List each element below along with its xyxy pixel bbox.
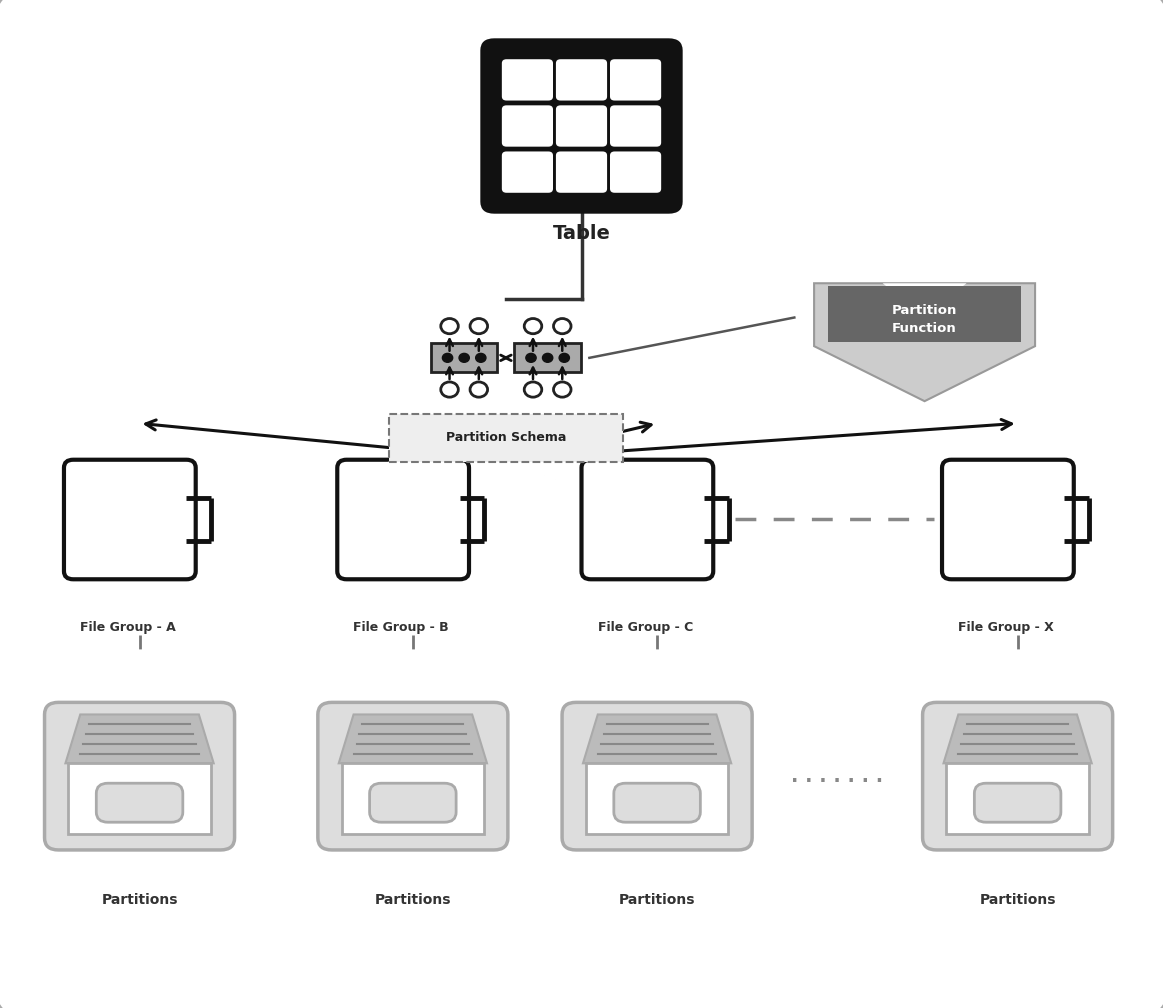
Circle shape: [554, 382, 571, 397]
FancyBboxPatch shape: [586, 763, 728, 835]
Text: File Group - B: File Group - B: [354, 622, 449, 634]
Text: Partitions: Partitions: [374, 893, 451, 907]
Text: Partition
Function: Partition Function: [892, 304, 957, 336]
Circle shape: [542, 354, 552, 362]
Polygon shape: [814, 283, 1035, 401]
FancyBboxPatch shape: [614, 783, 700, 823]
FancyBboxPatch shape: [337, 460, 469, 580]
FancyBboxPatch shape: [64, 460, 195, 580]
FancyBboxPatch shape: [431, 344, 498, 372]
FancyBboxPatch shape: [502, 105, 554, 147]
Circle shape: [470, 319, 487, 334]
FancyBboxPatch shape: [514, 344, 580, 372]
Text: Partitions: Partitions: [101, 893, 178, 907]
Circle shape: [441, 319, 458, 334]
FancyBboxPatch shape: [828, 285, 1021, 342]
Text: Table: Table: [552, 224, 611, 243]
Polygon shape: [943, 715, 1092, 763]
Text: Partitions: Partitions: [979, 893, 1056, 907]
Text: Partition Schema: Partition Schema: [445, 431, 566, 445]
FancyBboxPatch shape: [556, 105, 607, 147]
Circle shape: [470, 382, 487, 397]
FancyBboxPatch shape: [582, 460, 713, 580]
FancyBboxPatch shape: [388, 413, 623, 462]
Text: Partitions: Partitions: [619, 893, 695, 907]
FancyBboxPatch shape: [370, 783, 456, 823]
FancyBboxPatch shape: [556, 59, 607, 101]
FancyBboxPatch shape: [556, 151, 607, 193]
FancyBboxPatch shape: [609, 151, 661, 193]
Circle shape: [525, 319, 542, 334]
Circle shape: [526, 354, 536, 362]
Polygon shape: [883, 283, 966, 317]
Circle shape: [559, 354, 570, 362]
Circle shape: [441, 382, 458, 397]
FancyBboxPatch shape: [44, 703, 235, 850]
FancyBboxPatch shape: [502, 59, 554, 101]
FancyBboxPatch shape: [480, 38, 683, 214]
FancyBboxPatch shape: [942, 460, 1073, 580]
FancyBboxPatch shape: [609, 105, 661, 147]
FancyBboxPatch shape: [342, 763, 484, 835]
FancyBboxPatch shape: [922, 703, 1113, 850]
FancyBboxPatch shape: [975, 783, 1061, 823]
Text: File Group - X: File Group - X: [958, 622, 1054, 634]
Circle shape: [442, 354, 452, 362]
FancyBboxPatch shape: [502, 151, 554, 193]
FancyBboxPatch shape: [562, 703, 752, 850]
Circle shape: [525, 382, 542, 397]
FancyBboxPatch shape: [97, 783, 183, 823]
FancyBboxPatch shape: [947, 763, 1089, 835]
Circle shape: [554, 319, 571, 334]
FancyBboxPatch shape: [317, 703, 508, 850]
FancyBboxPatch shape: [609, 59, 661, 101]
Circle shape: [476, 354, 486, 362]
Text: File Group - A: File Group - A: [80, 622, 176, 634]
Polygon shape: [583, 715, 732, 763]
Text: File Group - C: File Group - C: [598, 622, 693, 634]
Circle shape: [459, 354, 470, 362]
FancyBboxPatch shape: [69, 763, 211, 835]
Polygon shape: [338, 715, 487, 763]
Text: . . . . . . .: . . . . . . .: [791, 767, 884, 785]
Polygon shape: [65, 715, 214, 763]
